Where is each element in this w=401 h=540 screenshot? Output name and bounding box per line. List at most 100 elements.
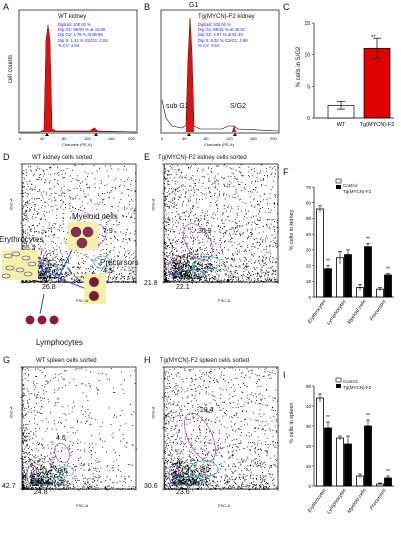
panel-a-histogram: 0 40 80 120 160 200 WT kidney Diploid: 100.00…	[0, 0, 142, 150]
panel-d-scatter: WT kidney cells sorted SSC-A FSC-A 55.2 …	[0, 152, 142, 352]
panel-a-title: WT kidney	[58, 14, 87, 20]
panel-g-ylabel: SSC-A	[8, 406, 14, 419]
panel-a-stats: Diploid: 100.00 % Dip G1: 96.80 % at 43.…	[58, 22, 108, 48]
significance-mark: **	[326, 259, 330, 265]
stat-line: Diploid: 100.00 %	[198, 22, 231, 27]
erythrocyte-cell	[23, 271, 33, 277]
panel-e-svg	[162, 163, 279, 284]
gate-outline	[26, 464, 38, 486]
significance-mark: **	[366, 237, 370, 243]
svg-text:200: 200	[128, 136, 135, 141]
gate-label: 22.1	[176, 284, 190, 291]
precursor-cell	[89, 291, 99, 301]
bar	[344, 254, 352, 298]
panel-d-title: WT kidney cells sorted	[32, 155, 93, 161]
gate-outline	[93, 255, 111, 269]
bar	[316, 397, 324, 487]
cell-label-precursors: Precursors	[100, 258, 139, 267]
panel-i-chart: 0 10 20 30 40 50 ** Erythrocytes Lymphocytes ** My…	[284, 368, 401, 540]
y-tick-label: 30	[306, 248, 312, 253]
svg-text:160: 160	[108, 136, 115, 141]
cell-label-lymphocytes: Lymphocytes	[36, 338, 83, 347]
panel-h-svg	[162, 366, 279, 491]
arrow	[57, 277, 85, 289]
lymphocyte-cell	[37, 315, 47, 325]
arrow	[57, 249, 73, 279]
panel-letter-d: D	[3, 152, 10, 162]
gate-label: 26.8	[42, 284, 56, 291]
gate-outline	[54, 442, 70, 464]
y-tick-label: 40	[306, 232, 312, 237]
panel-h-ylabel: SSC-A	[150, 406, 156, 419]
significance-mark: **	[326, 415, 330, 421]
gate-label: 4.6	[56, 435, 66, 442]
myeloid-cell	[70, 226, 82, 238]
panel-letter-b: B	[144, 2, 151, 12]
panel-b-histogram: 0 40 80 120 160 200 G1 Tg(MYCN)-F2 kidney Dip…	[142, 0, 284, 150]
panel-h-title: Tg(MYCN)-F2 spleen cells sorted	[160, 358, 250, 364]
panel-e-xlabel: FSC-A	[218, 298, 230, 303]
svg-text:80: 80	[204, 136, 209, 141]
panel-letter-i: I	[283, 370, 286, 380]
svg-text:200: 200	[270, 136, 277, 141]
panel-b-stats: Diploid: 100.00 % Dip G1: 89.91 % at 40.…	[198, 22, 248, 48]
gate-label: 42.7	[2, 483, 16, 490]
gate-label: 55.2	[22, 245, 36, 252]
panel-a-ylabel: cell counts	[8, 54, 14, 84]
y-tick-label: 0	[308, 295, 311, 300]
gate-outline	[189, 460, 219, 478]
legend-swatch	[336, 384, 341, 388]
category-label: Precursors	[369, 487, 388, 511]
panel-d-xlabel: FSC-A	[76, 298, 88, 303]
gate-label: 30.6	[144, 483, 158, 490]
panel-c-svg: 0 5 10 15 WT Tg(MYCN)-F2	[304, 21, 394, 128]
panel-letter-e: E	[144, 152, 151, 162]
gate-label: 24.8	[34, 489, 48, 496]
panel-b-sub-g1: sub G1	[166, 103, 189, 110]
panel-letter-c: C	[283, 2, 290, 12]
y-tick-label: 50	[306, 384, 312, 389]
gate-label: 0.5	[58, 468, 68, 475]
stat-line: % CV: 4.54	[198, 42, 220, 48]
stat-line: Dip G2: 1.78 % at 88.86	[58, 32, 103, 38]
panel-a-xlabel: Channels (PE-A)	[62, 142, 93, 147]
category-label: Erythrocytes	[307, 298, 328, 325]
gate-outline	[175, 269, 205, 279]
event-dots	[22, 367, 137, 490]
svg-text:160: 160	[250, 136, 257, 141]
lymphocyte-cell	[49, 315, 59, 325]
gate-outline	[183, 223, 213, 261]
y-tick-label: 10	[306, 464, 312, 469]
y-tick-label: 5	[307, 84, 310, 90]
bar	[363, 47, 391, 119]
cell-label-myeloid: Myeloid cells	[72, 212, 118, 221]
erythrocyte-cell	[15, 267, 25, 273]
stat-line: Dip G1: 96.80 % at 43.89	[58, 27, 106, 33]
panel-h-xlabel: FSC-A	[218, 503, 230, 508]
y-tick-label: 50	[306, 216, 312, 221]
panel-f-chart: 0 10 20 30 40 50 60 70 ** Erythrocytes Lymphocytes…	[284, 165, 401, 355]
gate-outline	[191, 256, 221, 272]
panel-g-scatter: WT spleen cells sorted SSC-A FSC-A 4.6 0…	[0, 355, 142, 540]
significance-mark: **	[386, 266, 390, 272]
bar	[364, 246, 372, 298]
svg-text:0: 0	[161, 136, 164, 141]
stat-line: Dip G2: 4.07 % at 81.49	[198, 32, 243, 38]
bar	[336, 437, 344, 487]
legend-label: Tg(MYCN)-F2	[343, 189, 372, 194]
category-label: Myeloid cells	[346, 298, 368, 325]
gate-label: 7.9	[103, 228, 113, 235]
gate-label: 8.0	[200, 467, 210, 474]
panel-b-sg2: S/G2	[230, 103, 246, 110]
gate-label: 30.9	[198, 228, 212, 235]
gate-label: 21.8	[144, 280, 158, 287]
svg-text:0: 0	[19, 136, 22, 141]
legend-label: Control	[343, 379, 358, 384]
panel-d-svg	[1, 163, 137, 325]
legend-label: Tg(MYCN)-F2	[343, 385, 372, 390]
event-core	[30, 250, 69, 279]
panel-e-title: Tg(MYCN)-F2 kidney cells sorted	[158, 155, 247, 161]
y-tick-label: 30	[306, 424, 312, 429]
erythrocyte-cell	[11, 251, 21, 257]
